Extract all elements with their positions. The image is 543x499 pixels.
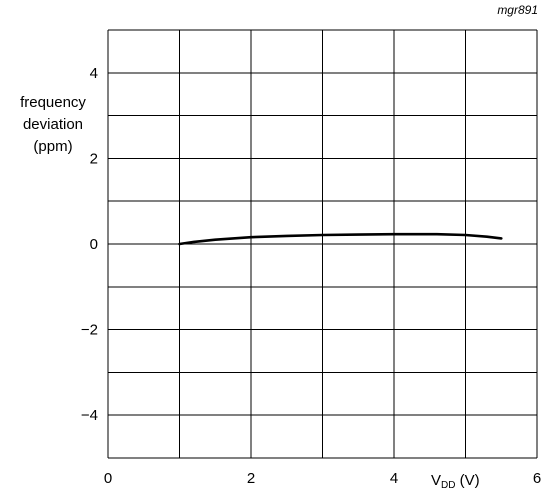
- tick-labels: 0 2 4 6 4 2 0 −2 −4: [81, 65, 541, 487]
- y-axis-label: frequency deviation (ppm): [8, 92, 98, 158]
- y-tick-label: 4: [90, 65, 98, 82]
- y-axis-label-line-3: (ppm): [33, 138, 73, 155]
- x-axis-label-unit: (V): [455, 472, 480, 489]
- y-axis-label-line-1: frequency: [20, 94, 86, 111]
- y-tick-label: −4: [81, 407, 98, 424]
- y-tick-label: −2: [81, 322, 98, 339]
- x-tick-label: 2: [247, 470, 255, 487]
- x-tick-label: 4: [390, 470, 398, 487]
- figure-code: mgr891: [497, 3, 538, 17]
- grid: [107, 29, 538, 459]
- series-layer: [178, 232, 503, 246]
- x-axis-label-main: V: [431, 472, 442, 489]
- y-axis-label-line-2: deviation: [22, 116, 84, 133]
- x-tick-label: 0: [104, 470, 112, 487]
- x-tick-label: 6: [533, 470, 541, 487]
- series-line: [178, 232, 503, 246]
- y-tick-label: 2: [90, 150, 98, 167]
- y-tick-label: 0: [90, 236, 98, 253]
- x-axis-label: VDD (V): [431, 472, 480, 491]
- x-axis-label-subscript: DD: [441, 480, 456, 491]
